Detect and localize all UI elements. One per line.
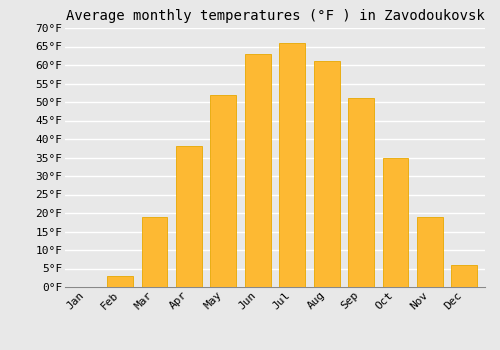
Bar (417, 217, 443, 287)
Bar (176, 146, 202, 287)
Bar (314, 61, 340, 287)
Title: Average monthly temperatures (°F ) in Zavodoukovsk: Average monthly temperatures (°F ) in Za… (66, 9, 484, 23)
Bar (107, 276, 133, 287)
Bar (210, 94, 236, 287)
Bar (452, 265, 477, 287)
Bar (348, 98, 374, 287)
Bar (245, 54, 270, 287)
Bar (382, 158, 408, 287)
Bar (280, 43, 305, 287)
Bar (142, 217, 168, 287)
